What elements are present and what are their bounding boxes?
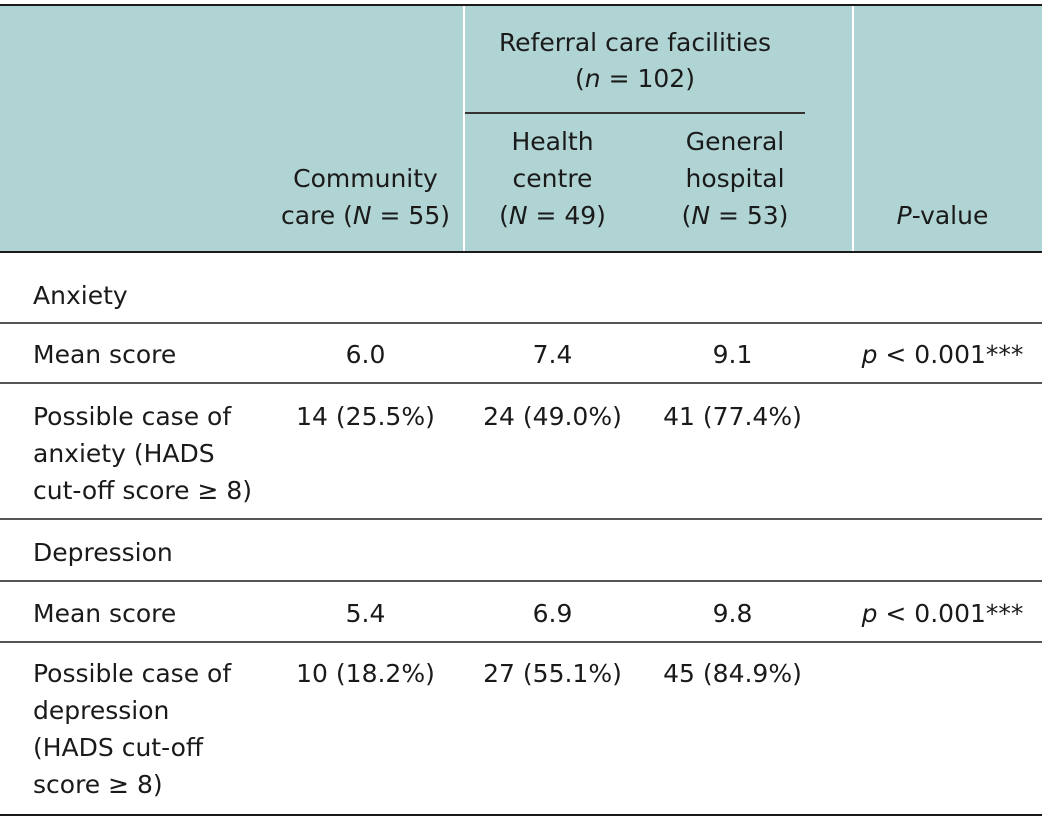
anxiety-mean-label: Mean score bbox=[33, 340, 177, 369]
anxiety-case-label-2: anxiety (HADS bbox=[33, 439, 215, 468]
header-bottom-rule bbox=[0, 251, 1042, 253]
anxiety-case-general: 41 (77.4%) bbox=[663, 402, 802, 431]
anxiety-mean-health: 7.4 bbox=[532, 340, 573, 369]
section-anxiety: Anxiety bbox=[33, 281, 128, 310]
column-gap bbox=[852, 6, 854, 252]
health-centre-header: Health bbox=[511, 127, 594, 156]
anxiety-case-community: 14 (25.5%) bbox=[296, 402, 435, 431]
depression-case-label: Possible case of bbox=[33, 659, 232, 688]
depression-case-general: 45 (84.9%) bbox=[663, 659, 802, 688]
depression-case-community: 10 (18.2%) bbox=[296, 659, 435, 688]
depression-mean-health: 6.9 bbox=[532, 599, 573, 628]
anxiety-mean-general: 9.1 bbox=[712, 340, 753, 369]
column-gap bbox=[463, 6, 465, 252]
bottom-rule bbox=[0, 814, 1042, 816]
section-depression: Depression bbox=[33, 538, 173, 567]
row-divider bbox=[0, 518, 1042, 520]
depression-case-label-3: (HADS cut-off bbox=[33, 733, 204, 762]
referral-header: Referral care facilities bbox=[498, 28, 772, 57]
pvalue-header: P-value bbox=[896, 201, 989, 230]
depression-case-label-2: depression bbox=[33, 696, 170, 725]
anxiety-case-health: 24 (49.0%) bbox=[483, 402, 622, 431]
anxiety-case-label: Possible case of bbox=[33, 402, 232, 431]
community-header-n: care (N = 55) bbox=[281, 201, 450, 230]
health-centre-n: (N = 49) bbox=[499, 201, 606, 230]
depression-mean-label: Mean score bbox=[33, 599, 177, 628]
row-divider bbox=[0, 322, 1042, 324]
community-header: Community bbox=[293, 164, 438, 193]
depression-case-health: 27 (55.1%) bbox=[483, 659, 622, 688]
anxiety-mean-community: 6.0 bbox=[345, 340, 386, 369]
depression-pvalue: p < 0.001*** bbox=[861, 599, 1024, 628]
row-divider bbox=[0, 580, 1042, 582]
depression-mean-community: 5.4 bbox=[345, 599, 386, 628]
general-hospital-header-2: hospital bbox=[685, 164, 785, 193]
depression-case-label-4: score ≥ 8) bbox=[33, 770, 163, 799]
anxiety-case-label-3: cut-off score ≥ 8) bbox=[33, 476, 253, 505]
referral-n: (n = 102) bbox=[575, 64, 695, 93]
top-rule bbox=[0, 4, 1042, 6]
general-hospital-n: (N = 53) bbox=[681, 201, 789, 230]
general-hospital-header: General bbox=[685, 127, 785, 156]
depression-mean-general: 9.8 bbox=[712, 599, 753, 628]
header-background bbox=[0, 6, 1042, 252]
row-divider bbox=[0, 641, 1042, 643]
anxiety-pvalue: p < 0.001*** bbox=[861, 340, 1024, 369]
referral-underline bbox=[465, 112, 805, 114]
health-centre-header-2: centre bbox=[512, 164, 593, 193]
row-divider bbox=[0, 382, 1042, 384]
